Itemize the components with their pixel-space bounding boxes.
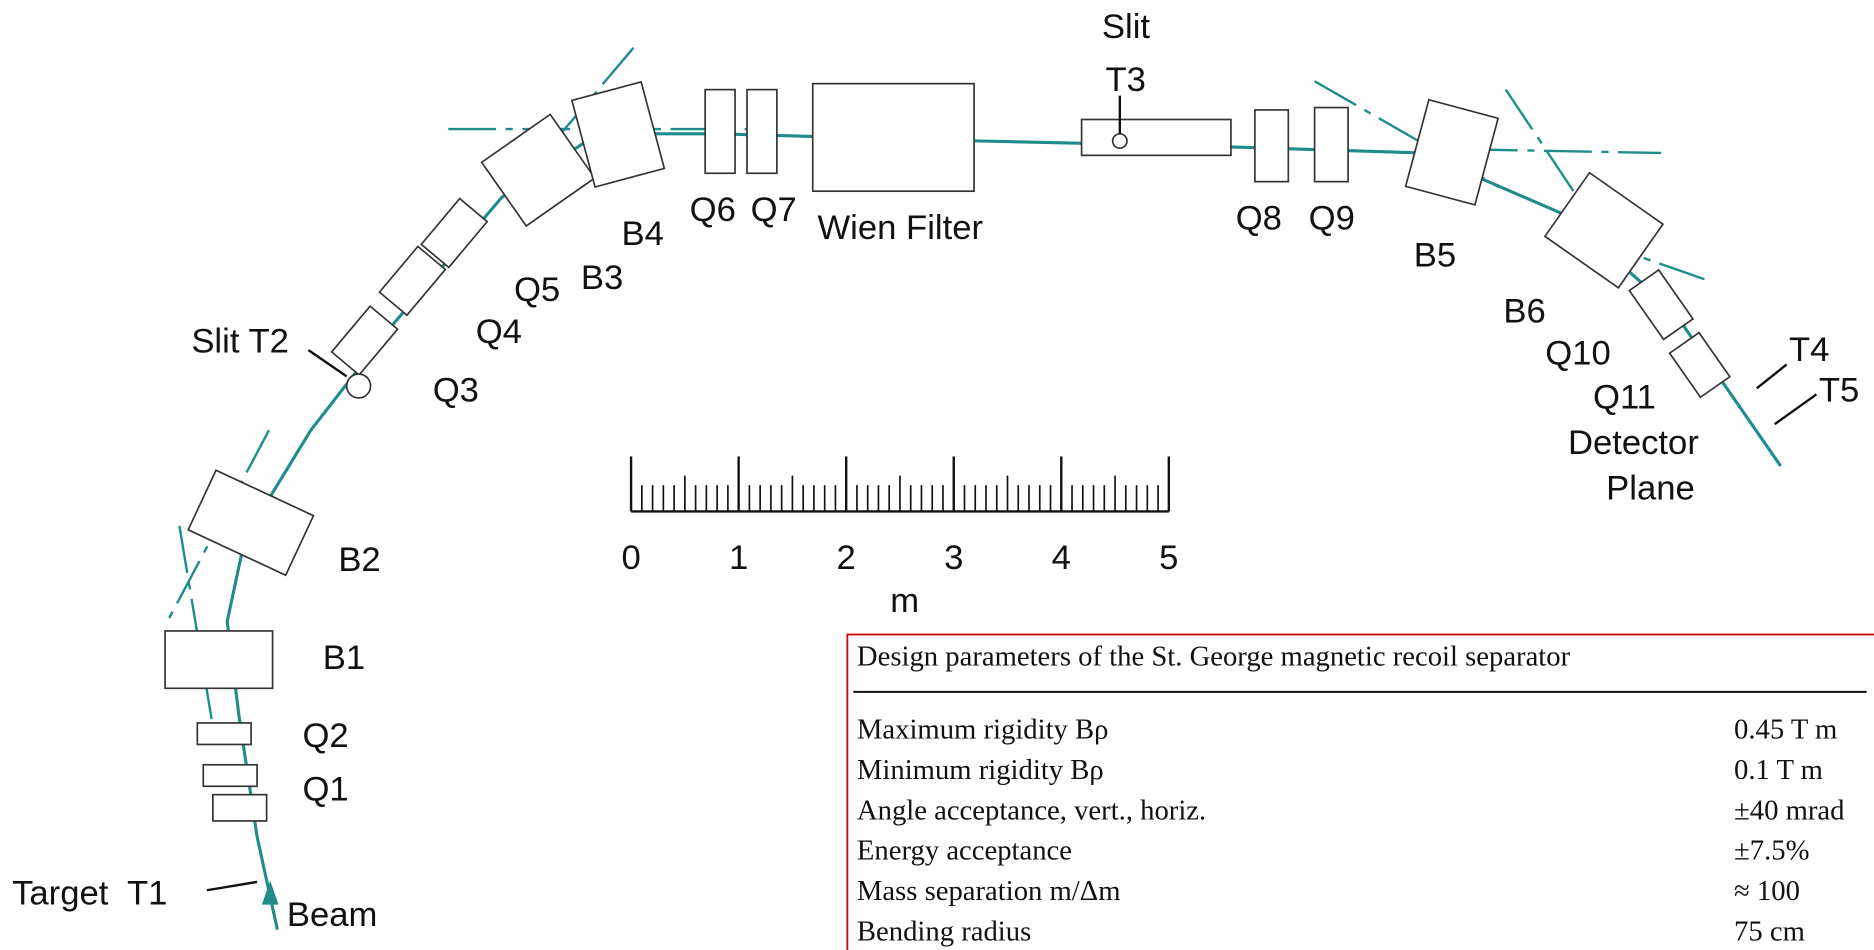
scale-tick-label: 3: [944, 539, 963, 577]
label: Wien Filter: [818, 209, 984, 247]
quadrupole: [378, 245, 447, 317]
label: Q8: [1236, 199, 1282, 237]
label: Beam: [287, 896, 377, 934]
beam-arrow: [261, 880, 279, 905]
label: B6: [1503, 293, 1545, 331]
pointer: [307, 349, 348, 378]
table-caption: Design parameters of the St. George magn…: [857, 641, 1571, 673]
label: Q4: [476, 313, 522, 351]
magnet: [480, 113, 596, 228]
axis-line: [1469, 148, 1662, 155]
label: Q3: [433, 372, 479, 410]
quadrupole: [1313, 106, 1349, 183]
scale-tick-label: 4: [1052, 539, 1071, 577]
row-label: Minimum rigidity Bρ: [857, 754, 1104, 786]
label: Q2: [302, 717, 348, 755]
wien-filter: [811, 82, 975, 193]
row-value: 75 cm: [1734, 915, 1805, 947]
row-label: Maximum rigidity Bρ: [857, 713, 1109, 745]
label: T4: [1789, 331, 1829, 369]
row-value: 0.1 T m: [1734, 754, 1823, 786]
row-value: ≈ 100: [1734, 875, 1800, 907]
scale-bar: m 0 1 2 3 4 5: [621, 456, 1178, 620]
beam-pipe: [1080, 118, 1232, 157]
quadrupole: [196, 722, 252, 746]
label: Q11: [1593, 379, 1656, 417]
label: B3: [581, 259, 623, 297]
label: Plane: [1606, 469, 1695, 507]
row-label: Bending radius: [857, 915, 1031, 947]
pointer: [206, 880, 258, 892]
diagram-labels: Slit T3 Q6 Q7 Wien Filter Q8 Q9 B4 B3 Q5…: [12, 8, 1859, 934]
beamline: [164, 47, 1818, 931]
label: Target T1: [12, 875, 167, 913]
label: Detector: [1568, 424, 1699, 462]
scale-unit: m: [890, 582, 919, 620]
pointer: [1773, 393, 1818, 426]
parameter-table: Design parameters of the St. George magn…: [846, 633, 1874, 950]
label: Q5: [514, 271, 560, 309]
label: B4: [622, 215, 664, 253]
quadrupole: [1628, 268, 1695, 341]
scale-tick-label: 1: [729, 539, 748, 577]
slit: [345, 373, 372, 399]
scale-tick-label: 0: [621, 539, 640, 577]
quadrupole: [1254, 109, 1290, 183]
quadrupole: [704, 88, 736, 175]
label: B2: [338, 541, 380, 579]
table-border: [846, 633, 1874, 950]
axis-line: [1504, 88, 1591, 216]
row-label: Angle acceptance, vert., horiz.: [857, 794, 1206, 826]
label: Slit T2: [191, 323, 289, 361]
quadrupole: [420, 197, 489, 269]
row-label: Energy acceptance: [857, 835, 1072, 867]
slit: [1111, 133, 1128, 150]
magnet: [570, 80, 666, 189]
magnet: [187, 469, 315, 577]
quadrupole: [212, 793, 268, 822]
label: B1: [323, 639, 365, 677]
label: T5: [1819, 372, 1859, 410]
label: Q9: [1309, 199, 1355, 237]
label: B5: [1414, 236, 1456, 274]
scale-tick-label: 5: [1159, 539, 1178, 577]
quadrupole: [330, 304, 399, 377]
magnet: [164, 630, 274, 690]
magnet: [1543, 171, 1665, 289]
label: Q6: [690, 191, 736, 229]
quadrupole: [202, 763, 258, 788]
quadrupole: [746, 88, 778, 175]
quadrupole: [1668, 331, 1732, 399]
row-label: Mass separation m/Δm: [857, 875, 1121, 907]
label: Q7: [751, 191, 797, 229]
label: Q1: [302, 771, 348, 809]
scale-tick-label: 2: [837, 539, 856, 577]
label: Q10: [1545, 334, 1610, 372]
label: T3: [1105, 61, 1145, 99]
row-value: 0.45 T m: [1734, 713, 1837, 745]
pointer: [1756, 363, 1788, 390]
row-value: ±7.5%: [1734, 835, 1809, 867]
row-value: ±40 mrad: [1734, 794, 1844, 826]
label: Slit: [1102, 8, 1150, 46]
magnet: [1404, 98, 1500, 206]
